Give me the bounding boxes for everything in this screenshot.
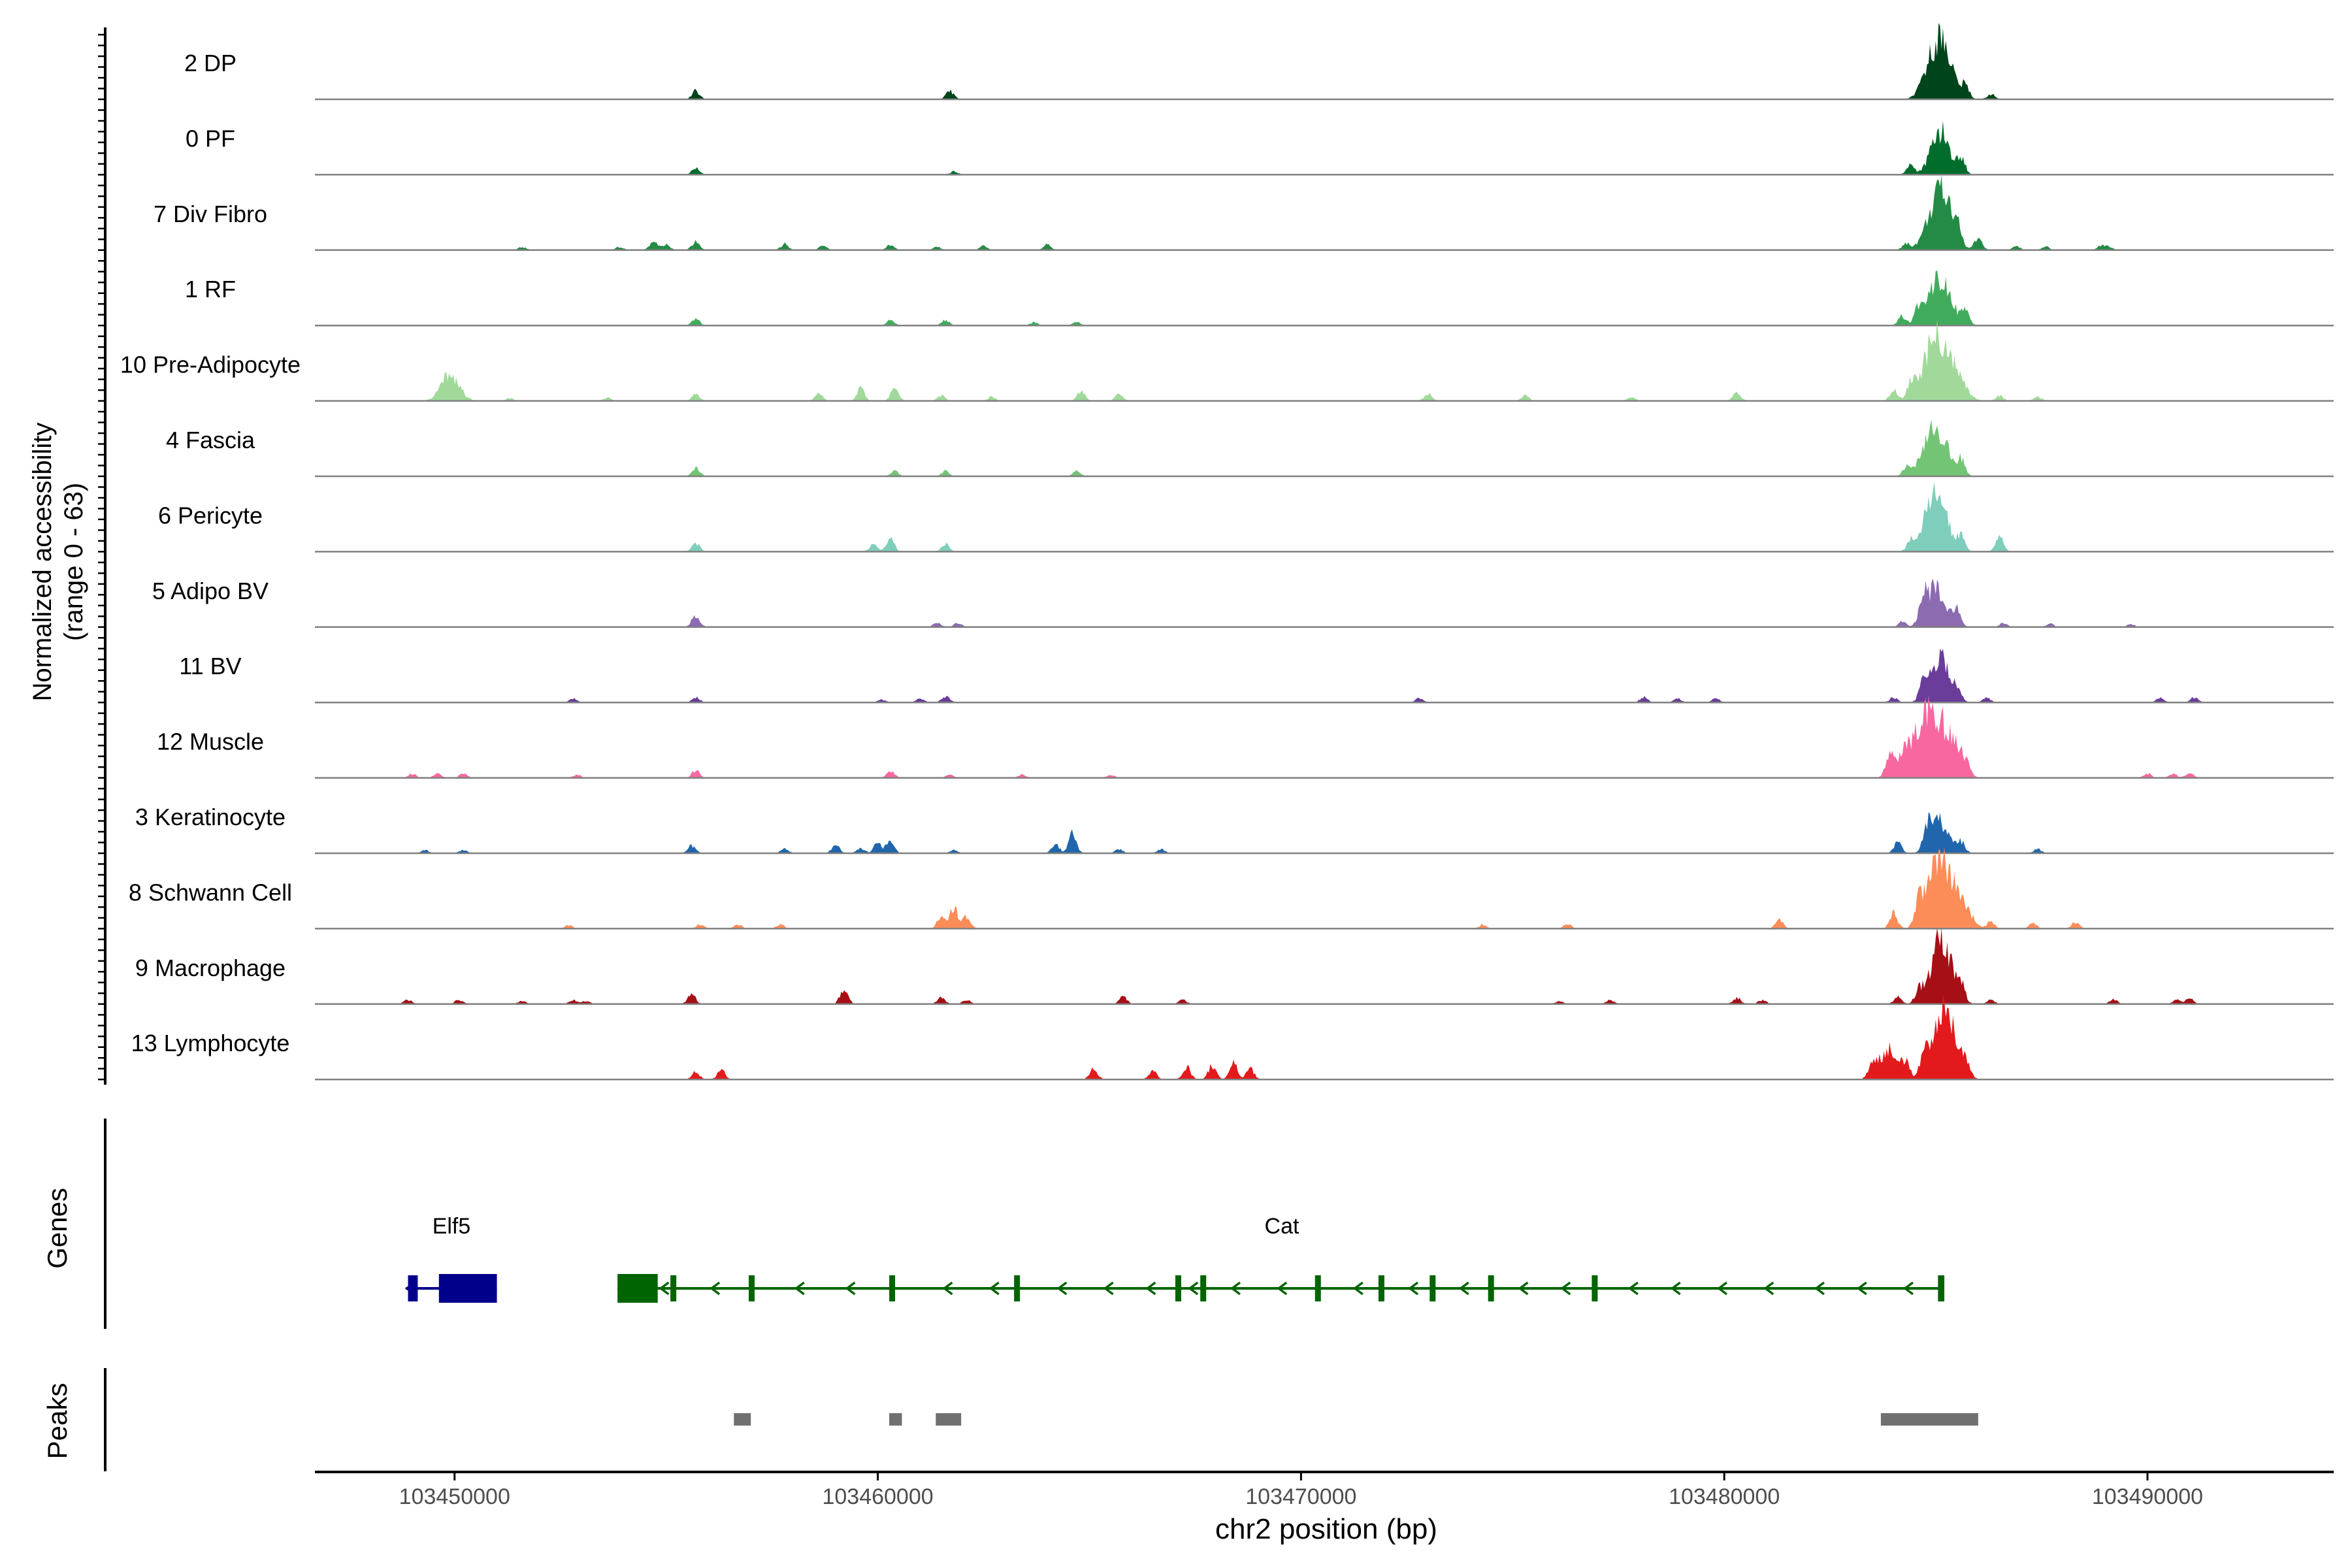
track-signal bbox=[315, 319, 2334, 401]
strand-arrow bbox=[1352, 1281, 1364, 1296]
y-axis-title: Normalized accessibility bbox=[28, 423, 57, 702]
track-signal bbox=[315, 648, 2334, 703]
track-label: 2 DP bbox=[184, 50, 237, 76]
strand-arrow bbox=[1903, 1281, 1914, 1296]
strand-arrow bbox=[1145, 1281, 1156, 1296]
y-axis-range: (range 0 - 63) bbox=[59, 483, 88, 641]
x-tick-label: 103460000 bbox=[822, 1484, 933, 1509]
strand-arrow bbox=[845, 1281, 856, 1296]
gene-exon bbox=[889, 1275, 896, 1301]
peak-region bbox=[734, 1413, 751, 1426]
x-tick-label: 103490000 bbox=[2092, 1484, 2203, 1509]
track-label: 4 Fascia bbox=[166, 427, 255, 453]
track-label: 1 RF bbox=[185, 276, 236, 302]
strand-arrow bbox=[1056, 1281, 1068, 1296]
gene-exon bbox=[670, 1275, 677, 1301]
strand-arrow bbox=[710, 1281, 721, 1296]
gene-exon bbox=[1378, 1275, 1384, 1301]
track-label: 6 Pericyte bbox=[158, 502, 263, 529]
gene-exon bbox=[617, 1274, 658, 1303]
genes-panel: Elf5 Cat bbox=[104, 1119, 1945, 1329]
strand-arrow bbox=[794, 1281, 805, 1296]
gene-exon bbox=[1429, 1275, 1436, 1301]
track-label: 9 Macrophage bbox=[135, 955, 286, 981]
track-signal bbox=[315, 812, 2334, 853]
track-label: 5 Adipo BV bbox=[152, 578, 269, 604]
gene-exon bbox=[1315, 1275, 1321, 1301]
strand-arrow bbox=[1230, 1281, 1241, 1296]
y-axis bbox=[98, 27, 106, 1085]
strand-arrow bbox=[1560, 1281, 1571, 1296]
strand-arrow bbox=[1814, 1281, 1825, 1296]
strand-arrow bbox=[1103, 1281, 1114, 1296]
strand-arrow bbox=[1458, 1281, 1469, 1296]
track-signal bbox=[315, 120, 2334, 175]
strand-arrow bbox=[988, 1281, 1000, 1296]
gene-label: Cat bbox=[1265, 1214, 1299, 1239]
genes-panel-label: Genes bbox=[42, 1188, 73, 1269]
strand-arrow bbox=[1670, 1281, 1681, 1296]
track-label: 10 Pre-Adipocyte bbox=[120, 351, 301, 378]
x-tick-label: 103450000 bbox=[399, 1484, 510, 1509]
gene-exon bbox=[438, 1274, 497, 1303]
track-signal bbox=[315, 23, 2334, 99]
gene-exon bbox=[748, 1275, 755, 1301]
strand-arrow bbox=[404, 1281, 416, 1296]
track-signal bbox=[315, 694, 2334, 778]
strand-arrow bbox=[1856, 1281, 1867, 1296]
track-signal bbox=[315, 847, 2334, 929]
track-signal bbox=[315, 175, 2334, 250]
strand-arrow bbox=[1627, 1281, 1639, 1296]
gene-exon bbox=[1488, 1275, 1494, 1301]
track-signal bbox=[315, 419, 2334, 476]
strand-arrow bbox=[1408, 1281, 1419, 1296]
peaks-panel-label: Peaks bbox=[42, 1383, 73, 1460]
peaks-panel bbox=[104, 1368, 1978, 1471]
track-panel: 2 DP 0 PF 7 Div Fibro 1 RF 10 Pre-Adipocyte 4… bbox=[120, 23, 2334, 1081]
gene-exon bbox=[408, 1275, 418, 1301]
gene-label: Elf5 bbox=[433, 1214, 471, 1239]
strand-arrow bbox=[1277, 1281, 1288, 1296]
track-signal bbox=[315, 482, 2334, 552]
strand-arrow bbox=[1518, 1281, 1529, 1296]
track-label: 13 Lymphocyte bbox=[131, 1030, 290, 1056]
track-label: 11 BV bbox=[179, 653, 241, 679]
track-label: 8 Schwann Cell bbox=[129, 879, 292, 906]
gene-exon bbox=[1592, 1275, 1598, 1301]
track-label: 7 Div Fibro bbox=[154, 201, 267, 227]
strand-arrow bbox=[1188, 1281, 1199, 1296]
track-label: 12 Muscle bbox=[157, 728, 264, 755]
x-tick-label: 103470000 bbox=[1245, 1484, 1356, 1509]
track-label: 0 PF bbox=[186, 125, 235, 152]
track-signal bbox=[315, 578, 2334, 627]
strand-arrow bbox=[942, 1281, 953, 1296]
x-tick-label: 103480000 bbox=[1669, 1484, 1780, 1509]
peak-region bbox=[1880, 1413, 1978, 1426]
gene-exon bbox=[1200, 1275, 1207, 1301]
gene-exon bbox=[1175, 1275, 1181, 1301]
strand-arrow bbox=[1717, 1281, 1727, 1296]
x-axis-title: chr2 position (bp) bbox=[1215, 1513, 1437, 1545]
peak-region bbox=[936, 1413, 962, 1426]
peak-region bbox=[889, 1413, 902, 1426]
strand-arrow bbox=[1763, 1281, 1774, 1296]
track-signal bbox=[315, 270, 2334, 326]
strand-arrow bbox=[659, 1281, 670, 1296]
gene-exon bbox=[1014, 1275, 1021, 1301]
track-label: 3 Keratinocyte bbox=[135, 804, 286, 830]
x-axis: 103450000 103460000 103470000 103480000 1034… bbox=[315, 1471, 2334, 1509]
gene-exon bbox=[1938, 1275, 1945, 1301]
